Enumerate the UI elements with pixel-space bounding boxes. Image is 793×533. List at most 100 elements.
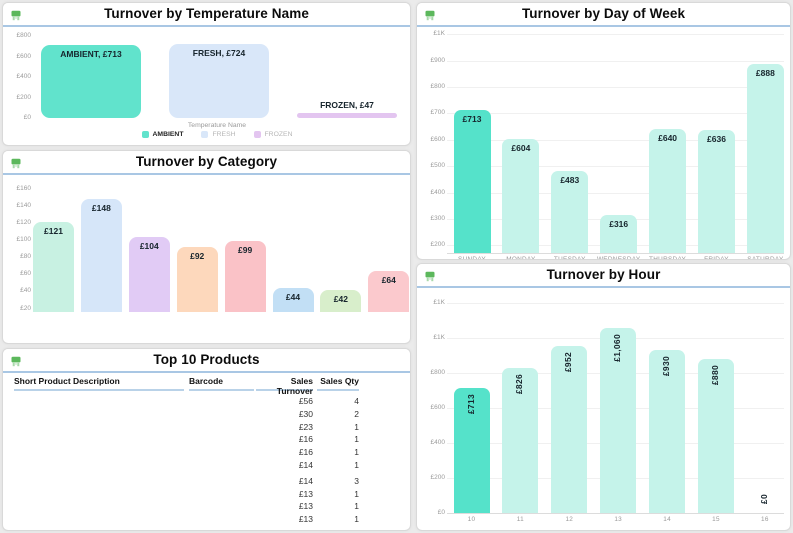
bar[interactable]	[746, 63, 784, 254]
bar-value-label: £121	[44, 226, 63, 236]
bar-value-label: £44	[285, 292, 301, 302]
table-cell	[14, 447, 184, 457]
legend-item[interactable]: FROZEN	[253, 131, 292, 138]
y-tick-label: £40	[20, 287, 31, 295]
bar[interactable]	[224, 240, 266, 312]
x-tick-label: 10	[467, 516, 476, 523]
y-tick-label: £600	[16, 52, 31, 60]
y-tick-label: £100	[16, 236, 31, 243]
y-tick-label: £160	[16, 184, 31, 192]
y-tick-label: £60	[20, 270, 31, 278]
grid-widget-icon[interactable]	[11, 354, 21, 367]
bar[interactable]	[698, 359, 734, 513]
bar[interactable]	[551, 346, 588, 513]
bar-value-label: £826	[514, 374, 525, 395]
card-title: Turnover by Day of Week	[521, 6, 686, 21]
table-cell	[189, 396, 254, 406]
grid-line	[447, 34, 784, 36]
x-tick-label: SATURDAY	[747, 256, 784, 260]
table-cell	[189, 489, 254, 499]
table-cell: £16	[298, 447, 313, 458]
grid-line	[447, 60, 784, 62]
table-cell	[14, 514, 184, 524]
bar[interactable]	[649, 129, 687, 254]
y-tick-label: £600	[430, 404, 445, 411]
grid-line	[447, 113, 784, 115]
bar[interactable]	[80, 198, 122, 312]
table-cell	[189, 476, 254, 486]
bar[interactable]	[320, 289, 362, 312]
bar[interactable]	[169, 43, 269, 118]
hour-bar-chart: £1K £1K £800 £600 £400 £200 £0 £713 10 £826 11 £952…	[417, 264, 790, 530]
bar-value-label: £640	[658, 133, 678, 144]
table-header-cell[interactable]: Barcode	[189, 376, 254, 391]
legend-label: FRESH	[212, 131, 236, 138]
x-axis-label: Temperature Name	[187, 122, 247, 129]
table-cell: £30	[298, 408, 313, 419]
y-tick-label: £140	[16, 201, 31, 209]
x-tick-label: SUNDAY	[458, 256, 486, 260]
x-tick-label: 13	[614, 516, 623, 523]
y-tick-label: £700	[430, 109, 445, 117]
card-top-10-products: Short Product Description Barcode Sales Tu…	[2, 348, 411, 531]
bar[interactable]	[297, 113, 397, 118]
y-tick-label: £20	[20, 304, 31, 312]
bar-value-label: £92	[190, 250, 205, 261]
table-header-cell[interactable]: Short Product Description	[14, 376, 184, 391]
table-cell	[14, 476, 184, 486]
bar-value-label: £104	[139, 240, 159, 251]
grid-widget-icon[interactable]	[11, 8, 21, 21]
bar[interactable]	[453, 110, 491, 254]
bar-value-label: £930	[661, 356, 672, 377]
bar[interactable]	[453, 388, 490, 513]
table-cell: 4	[354, 396, 359, 406]
card-header: Turnover by Temperature Name	[3, 3, 410, 27]
y-tick-label: £800	[430, 369, 445, 376]
card-title: Top 10 Products	[153, 352, 260, 367]
x-tick-label: 14	[663, 516, 671, 523]
table-header-cell[interactable]: Sales Turnover	[256, 376, 313, 396]
bar[interactable]	[33, 222, 74, 312]
x-tick-label: MONDAY	[506, 256, 536, 260]
grid-line	[447, 192, 784, 194]
bar[interactable]	[551, 170, 589, 254]
legend-item[interactable]: FRESH	[201, 131, 236, 138]
bar-value-label: £0	[758, 494, 769, 505]
bar[interactable]	[600, 214, 638, 254]
y-tick-label: £900	[430, 56, 445, 64]
grid-widget-icon[interactable]	[425, 8, 435, 21]
bar[interactable]	[502, 138, 540, 254]
table-cell: £56	[298, 396, 313, 406]
table-header-cell[interactable]: Sales Qty	[317, 376, 359, 391]
table-cell: £14	[298, 475, 313, 486]
bar[interactable]	[176, 246, 218, 312]
bar[interactable]	[600, 327, 637, 513]
bar[interactable]	[698, 130, 735, 254]
bar[interactable]	[649, 350, 686, 513]
y-tick-label: £800	[430, 83, 445, 91]
table-cell	[189, 447, 254, 457]
bar[interactable]	[502, 368, 539, 513]
table-cell: 1	[354, 460, 359, 470]
bar[interactable]	[368, 270, 410, 312]
legend-label: AMBIENT	[152, 131, 184, 138]
grid-line	[447, 303, 784, 304]
legend-swatch	[141, 131, 149, 138]
bar-value-label: £64	[381, 274, 396, 285]
y-tick-label: £200	[430, 241, 445, 249]
bar-value-label: £1,060	[612, 333, 623, 362]
table-cell: 1	[354, 501, 359, 512]
bar-value-label: FROZEN, £47	[320, 100, 374, 111]
table-cell	[14, 460, 184, 470]
bar[interactable]	[272, 288, 314, 312]
legend-item[interactable]: AMBIENT	[141, 131, 184, 138]
table-cell: 3	[354, 475, 359, 486]
grid-widget-icon[interactable]	[425, 269, 435, 282]
grid-line	[447, 166, 784, 168]
grid-widget-icon[interactable]	[11, 156, 21, 169]
bar[interactable]	[41, 44, 141, 118]
bar[interactable]	[128, 236, 170, 312]
table-cell: 1	[354, 488, 359, 499]
legend: AMBIENT FRESH FROZEN	[33, 131, 401, 138]
table-cell	[189, 501, 254, 511]
